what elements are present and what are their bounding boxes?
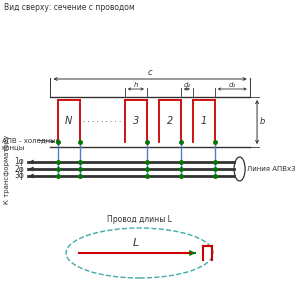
Text: N: N bbox=[65, 116, 73, 126]
Text: c: c bbox=[148, 68, 152, 77]
Text: 2: 2 bbox=[167, 116, 173, 126]
Text: Вид сверху: сечение с проводом: Вид сверху: сечение с проводом bbox=[4, 3, 134, 12]
Text: . . . . . . . . .: . . . . . . . . . bbox=[83, 117, 122, 123]
Text: 1: 1 bbox=[201, 116, 207, 126]
Text: Линия АПВх3: Линия АПВх3 bbox=[247, 166, 296, 172]
Text: К трансформатору: К трансформатору bbox=[4, 135, 10, 204]
Text: Провод длины L: Провод длины L bbox=[107, 215, 172, 224]
Text: 3: 3 bbox=[133, 116, 139, 126]
Text: d₁: d₁ bbox=[229, 82, 236, 88]
Text: L: L bbox=[133, 238, 139, 248]
Text: h: h bbox=[134, 82, 138, 88]
Text: АПВ - холодные
концы: АПВ - холодные концы bbox=[2, 137, 60, 150]
Text: 1φ: 1φ bbox=[14, 158, 24, 166]
Text: 2φ: 2φ bbox=[14, 165, 24, 173]
Text: b: b bbox=[260, 117, 265, 127]
Text: d₂: d₂ bbox=[183, 82, 190, 88]
Text: 3φ: 3φ bbox=[14, 171, 24, 181]
